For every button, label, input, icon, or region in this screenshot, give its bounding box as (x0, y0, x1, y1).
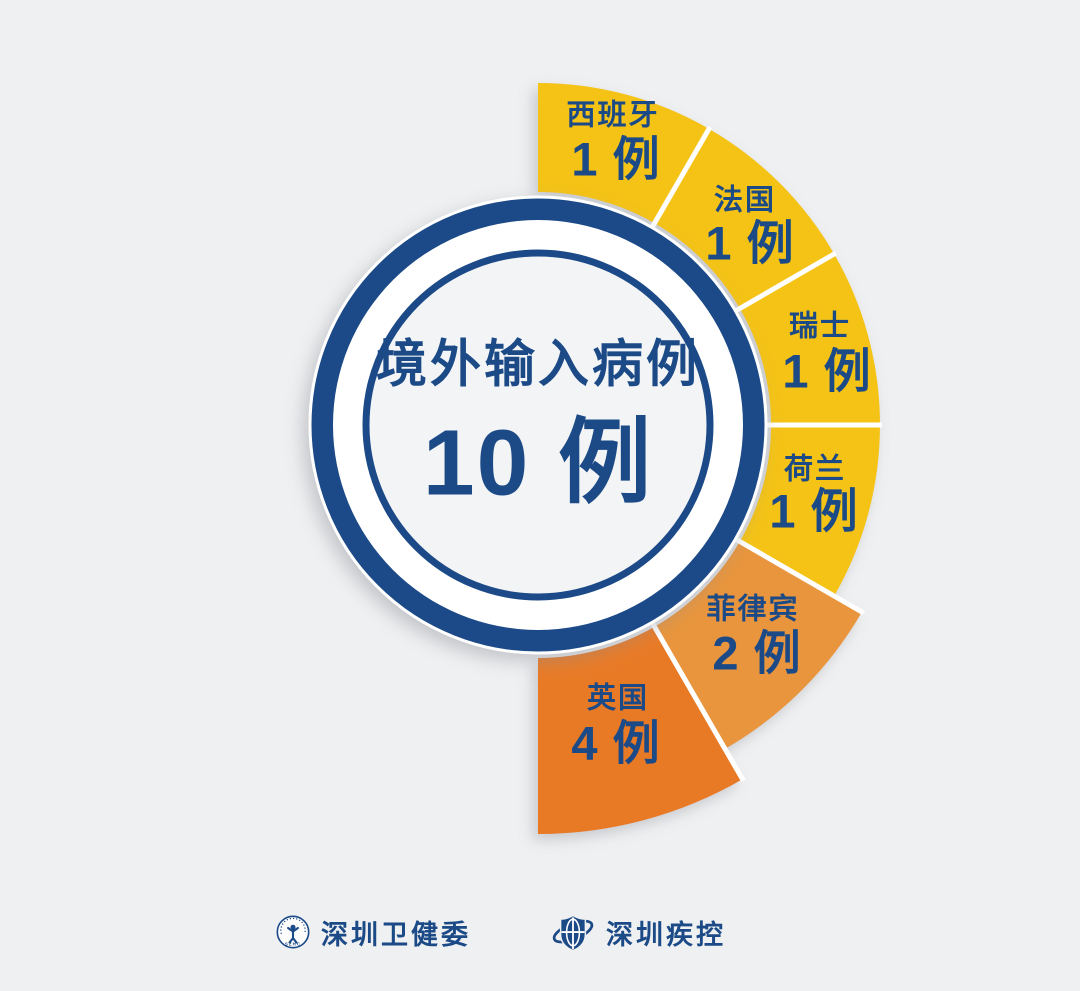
wedge-separator (733, 536, 865, 616)
wedge-uk (538, 626, 743, 834)
center-title-group: 境外输入病例 10 例 (376, 339, 700, 510)
segment-value-netherlands: 1 例 (769, 484, 859, 538)
wedge-separator (733, 250, 838, 314)
wedge-spain (538, 83, 709, 224)
chart-total-value: 10 例 (422, 410, 654, 515)
segment-country-spain: 西班牙 (566, 99, 660, 132)
wedge-group (538, 83, 880, 834)
segment-value-spain: 1 例 (571, 132, 661, 186)
seal-bottom-text: SZHC (285, 942, 301, 947)
org-shenzhen-cdc: 深圳疾控 (551, 912, 726, 953)
wedge-separator-lines (649, 125, 882, 783)
center-circle-inner (362, 249, 714, 601)
wedge-france (654, 128, 835, 309)
segment-country-france: 法国 (713, 184, 777, 217)
segment-value-switzerland: 1 例 (782, 344, 872, 398)
wedge-switzerland (739, 254, 880, 425)
org-shenzhen-health-commission: SZHC 深圳卫健委 (276, 913, 471, 952)
cdc-shield-icon (552, 914, 594, 951)
segment-country-philippines: 菲律宾 (706, 593, 800, 626)
health-commission-seal-icon: SZHC (276, 915, 310, 949)
wedge-philippines (654, 541, 862, 749)
segment-country-uk: 英国 (586, 682, 650, 715)
segment-value-philippines: 2 例 (712, 626, 802, 680)
segment-country-netherlands: 荷兰 (783, 453, 847, 486)
chart-title: 境外输入病例 (375, 335, 701, 393)
footer-logos: SZHC 深圳卫健委 深圳疾控 (0, 902, 1041, 962)
segment-value-france: 1 例 (705, 216, 795, 270)
center-circle (308, 195, 768, 655)
org-health-commission-name: 深圳卫健委 (321, 919, 471, 950)
org-cdc-name: 深圳疾控 (606, 919, 726, 950)
wedge-separator (649, 620, 746, 783)
segment-value-uk: 4 例 (571, 716, 661, 770)
segment-country-switzerland: 瑞士 (788, 310, 852, 343)
wedge-netherlands (739, 425, 880, 596)
wedge-separator (649, 125, 713, 230)
